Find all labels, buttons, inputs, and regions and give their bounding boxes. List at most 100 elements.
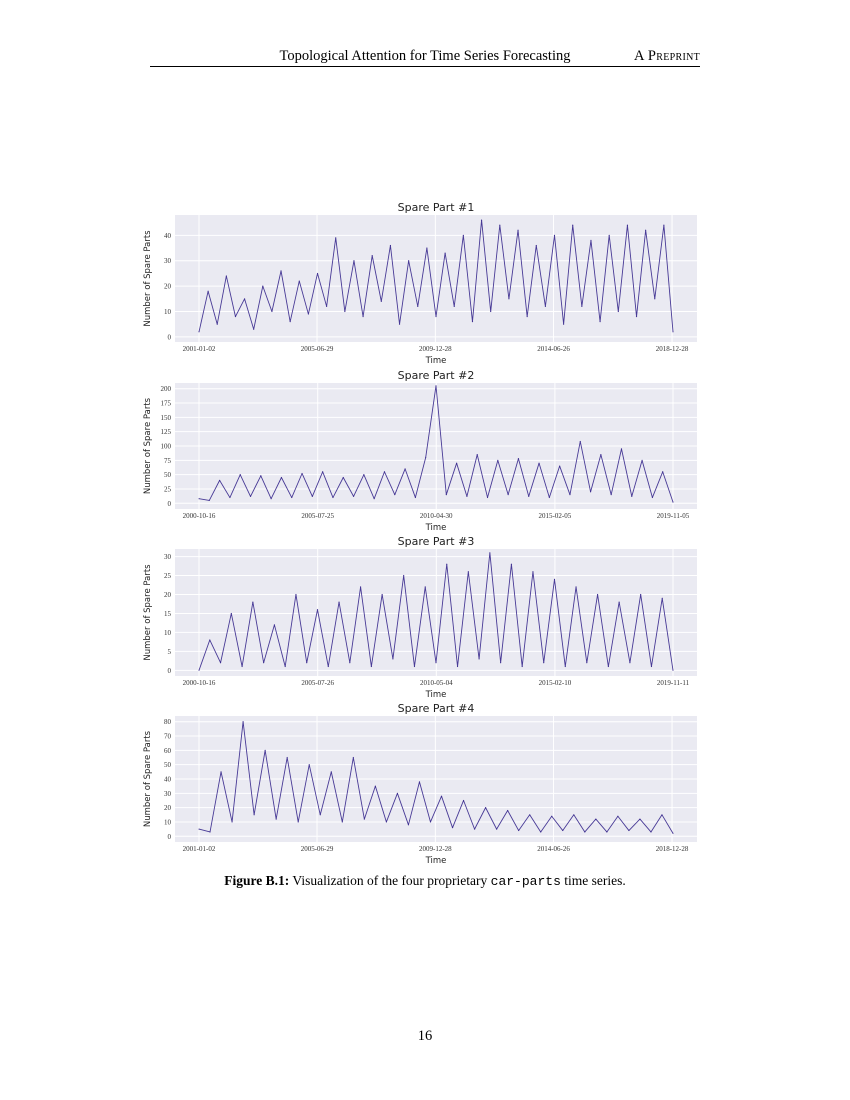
data-point [408, 260, 410, 262]
data-point [635, 316, 638, 318]
data-point [466, 495, 468, 497]
data-point [629, 662, 631, 664]
data-point [559, 465, 561, 467]
data-point [271, 310, 273, 313]
data-point [316, 609, 319, 611]
y-axis-label: Number of Spare Parts [143, 230, 153, 327]
y-tick-label: 15 [164, 610, 172, 618]
plot-background [175, 215, 697, 342]
chart-title: Spare Part #3 [398, 535, 475, 548]
data-point [595, 818, 597, 820]
data-point [507, 494, 509, 496]
y-tick-label: 25 [164, 485, 172, 493]
y-tick-label: 10 [164, 818, 172, 826]
data-point [374, 785, 376, 787]
data-point [413, 665, 416, 668]
data-point [319, 814, 321, 816]
data-point [308, 764, 310, 766]
data-point [230, 612, 232, 615]
data-point [229, 496, 231, 499]
data-point [435, 662, 437, 664]
data-point [219, 479, 221, 481]
data-point [650, 831, 652, 833]
data-point [242, 721, 244, 723]
y-tick-label: 150 [161, 414, 172, 422]
data-point [426, 247, 428, 249]
data-point [380, 300, 382, 302]
data-point [584, 831, 586, 833]
x-tick-label: 2005-06-29 [301, 845, 334, 853]
data-point [291, 496, 293, 499]
data-point [407, 824, 410, 826]
x-tick-label: 2005-07-26 [301, 679, 334, 687]
x-axis-label: Time [425, 690, 447, 700]
data-point [641, 459, 643, 461]
y-axis-label: Number of Spare Parts [143, 397, 153, 494]
data-point [207, 290, 209, 292]
y-tick-label: 0 [168, 500, 172, 508]
data-point [275, 818, 277, 820]
data-point [617, 815, 619, 817]
data-point [330, 771, 332, 773]
caption-text-after: time series. [564, 873, 626, 888]
x-tick-label: 2009-12-28 [419, 345, 452, 353]
data-point [363, 818, 365, 820]
data-point [243, 298, 246, 300]
data-point [341, 821, 343, 823]
data-point [507, 809, 509, 812]
data-point [389, 244, 392, 247]
x-tick-label: 2010-05-04 [420, 679, 453, 687]
chart-panel-1: 0 10 20 30 40 2001-01-02 2005-06-29 2009-12-28 2… [143, 201, 697, 366]
data-point [260, 475, 262, 477]
data-point [394, 494, 396, 496]
data-point [198, 331, 200, 333]
data-point [332, 496, 334, 499]
data-point [467, 571, 469, 573]
data-point [572, 224, 574, 226]
data-point [540, 831, 542, 833]
data-point [661, 814, 663, 816]
data-point [198, 669, 200, 671]
y-tick-label: 80 [164, 718, 172, 726]
y-tick-label: 75 [164, 457, 172, 465]
data-point [231, 821, 233, 823]
x-tick-label: 2001-01-02 [183, 845, 216, 853]
data-point [544, 305, 546, 308]
x-tick-label: 2005-06-29 [301, 345, 334, 353]
x-axis-label: Time [425, 523, 447, 533]
data-point [562, 829, 564, 832]
data-point [672, 331, 674, 333]
x-tick-label: 2001-01-02 [183, 345, 216, 353]
data-point [284, 665, 286, 668]
data-point [462, 234, 464, 236]
data-point [500, 662, 502, 664]
data-point [363, 474, 365, 476]
data-point [672, 669, 674, 671]
data-point [396, 792, 399, 794]
data-point [521, 665, 523, 668]
data-point [596, 593, 599, 596]
data-point [322, 471, 324, 473]
data-point [564, 665, 566, 668]
data-point [620, 448, 623, 450]
data-point [362, 316, 364, 318]
data-point [640, 593, 642, 596]
y-axis-label: Number of Spare Parts [143, 564, 153, 661]
y-axis-label: Number of Spare Parts [143, 730, 153, 827]
data-point [383, 471, 386, 473]
data-point [264, 749, 266, 751]
data-point [553, 578, 556, 580]
data-point [239, 474, 241, 476]
y-tick-label: 40 [164, 776, 172, 784]
x-tick-label: 2015-02-05 [539, 512, 572, 520]
data-point [392, 658, 394, 660]
data-point [451, 827, 454, 829]
y-tick-label: 30 [164, 553, 172, 561]
data-point [590, 239, 592, 241]
data-point [425, 456, 427, 459]
y-tick-label: 30 [164, 257, 172, 265]
caption-code: car-parts [490, 874, 561, 889]
caption-label: Figure B.1: [224, 873, 290, 888]
chart-panel-2: 0 25 50 75 100 125 150 175 200 2000-10-16 2005-07-… [143, 369, 697, 533]
x-tick-label: 2000-10-16 [183, 512, 216, 520]
